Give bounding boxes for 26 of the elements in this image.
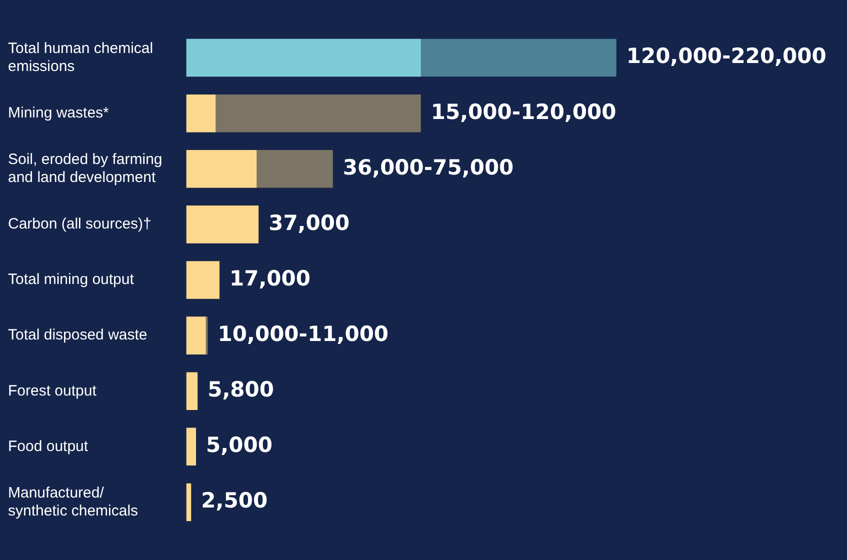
bar — [186, 372, 198, 410]
data-label: 15,000-120,000 — [430, 100, 616, 124]
y-tick-label: Food output — [8, 438, 89, 455]
y-tick-label: Forest output — [8, 382, 98, 400]
y-tick-label: Total mining output — [8, 271, 135, 288]
bar — [186, 261, 220, 299]
bar — [186, 206, 259, 244]
y-tick-label: Carbon (all sources)† — [8, 216, 152, 233]
data-label: 5,800 — [208, 378, 274, 402]
data-label: 36,000-75,000 — [342, 155, 514, 180]
bar — [186, 94, 216, 132]
bar — [186, 38, 421, 77]
y-tick-label: Total human chemical emissions — [8, 40, 154, 75]
y-tick-label: Mining wastes* — [8, 104, 110, 122]
y-tick-label: Total disposed waste — [8, 326, 148, 344]
data-label: 5,000 — [206, 433, 272, 458]
y-tick-label: Soil, eroded by farming and land development — [8, 151, 162, 186]
bar — [186, 150, 257, 188]
data-label: 120,000-220,000 — [626, 44, 826, 68]
data-label: 10,000-11,000 — [218, 322, 389, 346]
bar — [186, 483, 192, 522]
data-label: 37,000 — [268, 210, 350, 235]
bar — [186, 428, 196, 466]
y-tick-label: Manufactured/ synthetic chemicals — [8, 484, 138, 520]
data-label: 17,000 — [229, 266, 311, 290]
data-label: 2,500 — [201, 488, 268, 513]
